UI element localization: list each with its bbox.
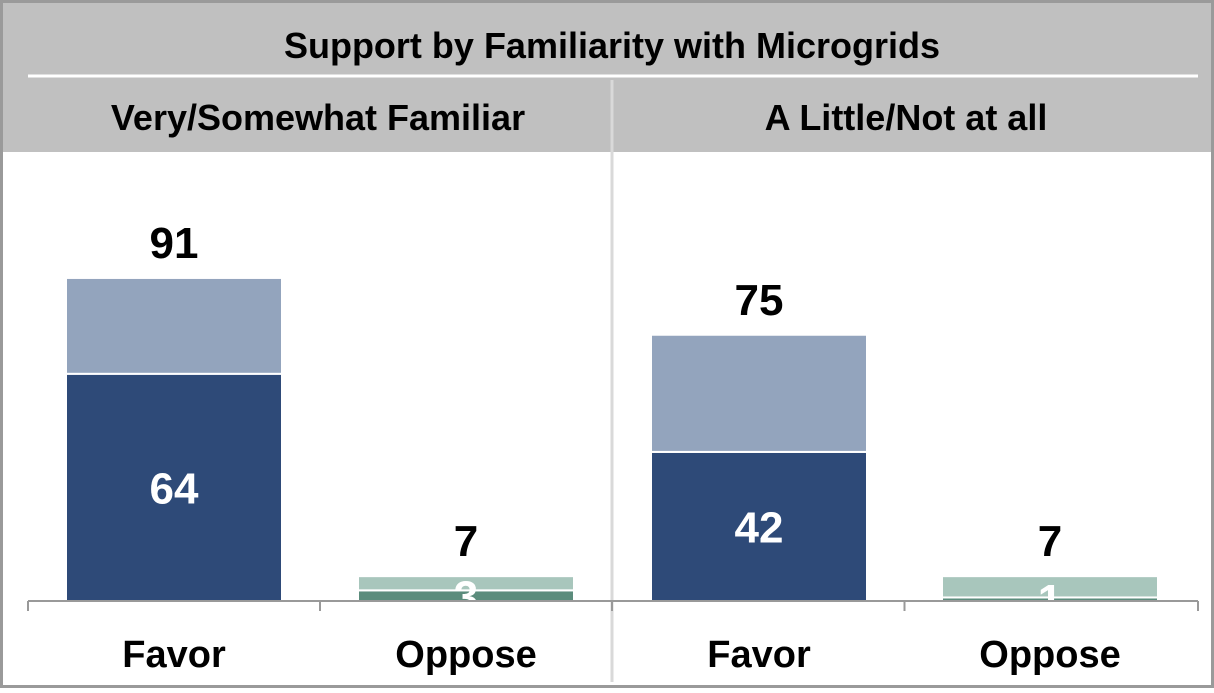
category-label-oppose-panel2: Oppose bbox=[979, 634, 1120, 676]
inner-label-favor-panel2: 42 bbox=[735, 503, 784, 552]
bar-oppose-panel2-segment2 bbox=[941, 575, 1159, 599]
bar-favor-panel1-segment2 bbox=[65, 276, 283, 375]
bar-favor-panel2-segment2 bbox=[650, 333, 868, 453]
category-label-favor-panel1: Favor bbox=[122, 634, 226, 676]
bar-oppose-panel1-segment2 bbox=[357, 575, 575, 592]
inner-label-oppose-panel1: 3 bbox=[454, 573, 478, 622]
bar-favor-panel2-segment1 bbox=[650, 450, 868, 602]
category-label-oppose-panel1: Oppose bbox=[395, 634, 536, 676]
total-label-favor-panel2: 75 bbox=[735, 276, 784, 325]
total-label-favor-panel1: 91 bbox=[150, 219, 199, 268]
category-label-favor-panel2: Favor bbox=[707, 634, 811, 676]
bar-favor-panel1-segment1 bbox=[65, 372, 283, 602]
chart-title: Support by Familiarity with Microgrids bbox=[284, 25, 940, 66]
panel-title-familiar: Very/Somewhat Familiar bbox=[111, 97, 525, 138]
total-label-oppose-panel2: 7 bbox=[1038, 517, 1062, 566]
inner-label-favor-panel1: 64 bbox=[150, 464, 199, 513]
panel-title-unfamiliar: A Little/Not at all bbox=[765, 97, 1048, 138]
total-label-oppose-panel1: 7 bbox=[454, 517, 478, 566]
